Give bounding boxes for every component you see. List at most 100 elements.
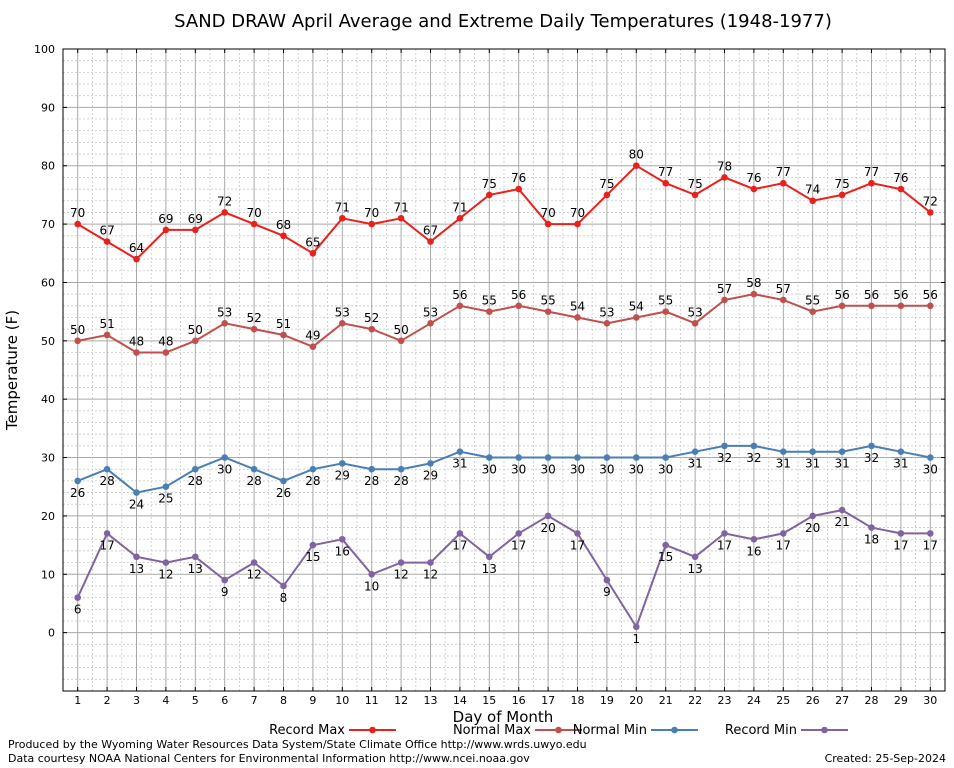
data-point	[74, 477, 81, 485]
data-label: 55	[540, 294, 555, 308]
data-label: 67	[423, 224, 438, 238]
data-label: 76	[893, 171, 908, 185]
x-tick-label: 15	[482, 694, 496, 707]
data-label: 70	[246, 206, 261, 220]
data-label: 71	[452, 200, 467, 214]
data-label: 24	[129, 498, 144, 512]
data-label: 55	[805, 294, 820, 308]
data-point	[486, 454, 493, 461]
data-point	[192, 226, 199, 234]
data-label: 50	[188, 323, 203, 337]
data-label: 15	[658, 550, 673, 564]
x-tick-label: 17	[541, 694, 555, 707]
data-label: 17	[923, 538, 938, 552]
data-label: 55	[658, 294, 673, 308]
data-label: 54	[570, 299, 585, 313]
data-point	[192, 553, 199, 561]
data-label: 31	[834, 457, 849, 471]
data-label: 52	[246, 311, 261, 325]
x-tick-label: 20	[629, 694, 643, 707]
x-tick-label: 9	[309, 694, 316, 707]
data-label: 72	[217, 194, 232, 208]
data-label: 1	[632, 632, 640, 646]
y-tick-label: 100	[34, 43, 55, 56]
series-normal-min: 26 28 24 25 28 30 28 26 28 29 28 28 29 31 30 30 30 30 30 30…	[70, 442, 938, 512]
x-tick-label: 26	[806, 694, 820, 707]
y-tick-label: 50	[41, 335, 55, 348]
data-label: 58	[746, 276, 761, 290]
x-tick-label: 6	[221, 694, 228, 707]
data-label: 53	[599, 305, 614, 319]
data-label: 9	[221, 585, 229, 599]
grid	[63, 48, 945, 692]
series-record-min: 6 17 13 12 13 9 12 8 15 16 10 12 12 17 13 17 20 17 9 1 15 13 1…	[74, 506, 938, 646]
data-point	[633, 454, 640, 461]
data-point	[927, 302, 934, 310]
data-label: 30	[599, 463, 614, 477]
legend-marker-record-min	[821, 726, 828, 734]
x-tick-label: 21	[659, 694, 673, 707]
data-label: 50	[70, 323, 85, 337]
data-point	[603, 454, 611, 461]
x-tick-label: 4	[162, 694, 169, 707]
data-point	[574, 314, 581, 321]
data-point	[309, 249, 317, 257]
data-point	[192, 337, 199, 345]
data-label: 20	[805, 521, 820, 535]
data-label: 68	[276, 218, 291, 232]
data-label: 74	[805, 183, 820, 197]
data-label: 31	[893, 457, 908, 471]
data-label: 12	[393, 568, 408, 582]
x-tick-label: 27	[835, 694, 849, 707]
data-label: 30	[658, 463, 673, 477]
data-label: 17	[99, 538, 114, 552]
data-point	[427, 460, 434, 467]
data-label: 15	[305, 550, 320, 564]
data-label: 52	[364, 311, 379, 325]
data-label: 31	[452, 457, 467, 471]
data-point	[633, 314, 640, 321]
y-tick-label: 10	[41, 568, 55, 581]
data-point	[397, 559, 405, 566]
data-label: 53	[423, 305, 438, 319]
data-label: 70	[570, 206, 585, 220]
data-point	[927, 209, 934, 216]
data-label: 13	[687, 562, 702, 576]
legend-label-normal-min: Normal Min	[573, 723, 647, 738]
data-label: 53	[687, 305, 702, 319]
data-point	[897, 185, 905, 193]
data-point	[280, 232, 287, 240]
data-label: 31	[805, 457, 820, 471]
data-point	[456, 214, 464, 222]
data-label: 76	[511, 171, 526, 185]
y-tick-label: 80	[41, 160, 55, 173]
data-label: 57	[776, 282, 791, 296]
data-label: 30	[923, 463, 938, 477]
y-tick-label: 90	[41, 101, 55, 114]
data-point	[574, 220, 581, 228]
data-point	[750, 290, 758, 298]
data-point	[721, 296, 728, 304]
x-tick-label: 5	[192, 694, 199, 707]
data-label: 29	[335, 468, 350, 482]
data-point	[133, 553, 140, 561]
data-point	[103, 238, 111, 245]
legend: Record Max Normal Max Normal Min Record Min	[269, 723, 848, 738]
data-point	[74, 337, 81, 345]
data-label: 56	[452, 288, 467, 302]
data-point	[721, 442, 728, 450]
data-label: 69	[158, 212, 173, 226]
data-label: 17	[511, 538, 526, 552]
data-label: 31	[687, 457, 702, 471]
data-label: 76	[746, 171, 761, 185]
data-label: 56	[834, 288, 849, 302]
data-point	[74, 220, 81, 228]
y-tick-label: 70	[41, 218, 55, 231]
data-label: 49	[305, 329, 320, 343]
data-point	[221, 454, 228, 461]
data-label: 53	[217, 305, 232, 319]
data-label: 16	[335, 544, 350, 558]
data-label: 30	[540, 463, 555, 477]
data-label: 17	[776, 538, 791, 552]
data-label: 17	[717, 538, 732, 552]
